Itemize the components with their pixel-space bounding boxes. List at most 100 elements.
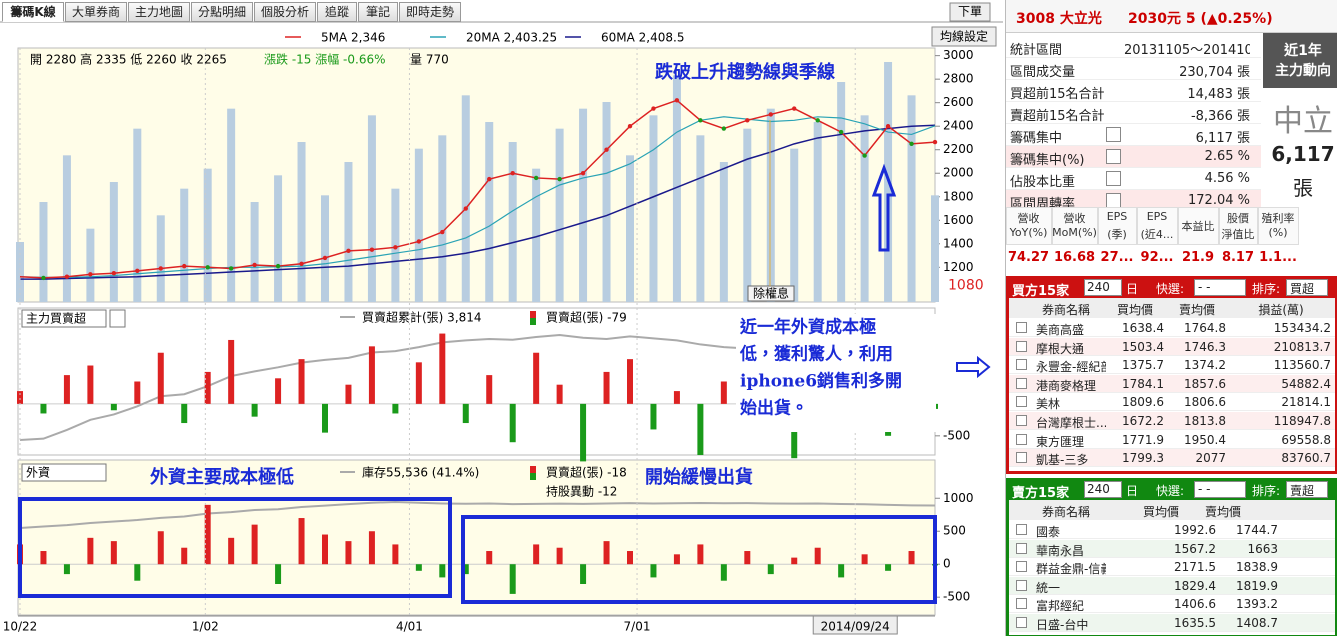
- price-point: [228, 266, 234, 271]
- y-tick-label: 1800: [943, 189, 974, 203]
- row-check[interactable]: [1016, 561, 1027, 573]
- row-check[interactable]: [1016, 340, 1027, 352]
- row-check[interactable]: [1016, 359, 1027, 371]
- net-bar: [533, 544, 540, 565]
- volume-bar: [860, 115, 869, 302]
- price-point: [64, 274, 70, 279]
- y-tick-label: 1200: [943, 260, 974, 274]
- row-check[interactable]: [1016, 598, 1027, 610]
- quick-select[interactable]: - -: [1194, 279, 1246, 296]
- y-tick-label: 2200: [943, 142, 974, 156]
- tab[interactable]: 籌碼K線: [2, 2, 64, 22]
- quick-select[interactable]: - -: [1194, 481, 1246, 498]
- price-point: [698, 118, 703, 123]
- stat-row: [1006, 36, 1261, 58]
- net-bar: [110, 403, 117, 411]
- sort-select[interactable]: 買超: [1286, 279, 1328, 296]
- row-check[interactable]: [1016, 617, 1027, 628]
- cell: 1638.4: [1122, 321, 1164, 335]
- days-select[interactable]: 240: [1084, 481, 1122, 498]
- price-point: [275, 263, 281, 269]
- net-bar: [556, 547, 563, 565]
- row-check[interactable]: [1016, 322, 1027, 333]
- price-point: [182, 263, 187, 269]
- price-point: [651, 106, 656, 111]
- tab[interactable]: 主力地圖: [128, 2, 190, 22]
- tab[interactable]: 筆記: [358, 2, 398, 22]
- volume-bar: [461, 95, 470, 302]
- tab[interactable]: 分點明細: [191, 2, 253, 22]
- sort-label: 排序:: [1252, 282, 1281, 296]
- stat-label: 佔股本比重: [1010, 175, 1076, 190]
- trend-head: [1263, 33, 1337, 88]
- net-bar: [697, 403, 704, 455]
- y-tick-label: 500: [943, 524, 966, 538]
- row-check[interactable]: [1016, 433, 1027, 445]
- quick-label: 快選:: [1156, 484, 1185, 498]
- row-check[interactable]: [1016, 542, 1027, 554]
- cell: 1838.9: [1236, 560, 1278, 575]
- net-bar: [673, 554, 680, 565]
- side-panel: 3008 大立光 2030元 5 (▲0.25%) 統計區間 20131105～201…: [1005, 0, 1337, 636]
- price-point: [322, 255, 328, 261]
- selector[interactable]: [21, 309, 107, 328]
- volume-bar: [438, 135, 447, 302]
- net-bar: [157, 531, 164, 565]
- col-header: 賣均價: [1178, 303, 1215, 317]
- fund-header: 殖利率: [1261, 212, 1295, 225]
- volume-bar: [180, 188, 189, 302]
- row-check[interactable]: [1016, 415, 1027, 426]
- volume-bar: [672, 75, 681, 302]
- ma-settings[interactable]: [931, 26, 997, 47]
- fund-header: (季): [1107, 228, 1127, 241]
- date-box: [812, 615, 898, 635]
- sort-label: 排序:: [1252, 484, 1281, 498]
- net-bar: [345, 384, 352, 404]
- ma-settings-text[interactable]: 均線設定: [940, 29, 988, 44]
- tab[interactable]: 大單券商: [65, 2, 127, 22]
- price-point: [768, 112, 773, 117]
- y-tick-label: 2800: [943, 72, 974, 86]
- net-bar: [556, 384, 563, 404]
- net-bar: [322, 534, 328, 565]
- stat-value: 20131105～20141024: [1124, 43, 1250, 58]
- ma20-line: [19, 116, 936, 278]
- cell: 美商高盛: [1036, 323, 1085, 337]
- volume-bar: [109, 182, 118, 302]
- selector-text[interactable]: 主力買賣超: [26, 311, 86, 326]
- order-button[interactable]: [949, 2, 991, 22]
- cell: 1375.7: [1122, 358, 1164, 373]
- days-select[interactable]: 240: [1084, 279, 1122, 296]
- cell: 1408.7: [1236, 616, 1278, 630]
- y-tick-label: 0: [943, 557, 951, 571]
- row-check[interactable]: [1016, 579, 1027, 591]
- col-header-row: [1009, 500, 1335, 520]
- tab[interactable]: 個股分析: [254, 2, 316, 22]
- cell: 1813.8: [1184, 414, 1226, 428]
- row-check[interactable]: [1016, 396, 1027, 408]
- price-point: [346, 248, 351, 254]
- row-check[interactable]: [1016, 452, 1027, 464]
- net-bar: [486, 551, 493, 565]
- volume-bar: [321, 195, 329, 302]
- price-point: [252, 262, 257, 268]
- cell: 1567.2: [1174, 541, 1216, 556]
- price-point: [205, 265, 210, 270]
- x-tick-label: 7/01: [624, 620, 651, 634]
- tab[interactable]: 即時走勢: [399, 2, 461, 22]
- stat-label: 統計區間: [1010, 43, 1063, 58]
- row-check[interactable]: [1016, 377, 1027, 389]
- selector[interactable]: [21, 463, 107, 482]
- price-point: [815, 118, 820, 123]
- cell: 日盛-台中: [1036, 618, 1089, 632]
- tab[interactable]: 追蹤: [317, 2, 357, 22]
- order-text[interactable]: 下單: [958, 5, 982, 19]
- row-check[interactable]: [1016, 524, 1027, 535]
- net-bar: [908, 551, 915, 565]
- sort-select[interactable]: 賣超: [1286, 481, 1328, 498]
- row-bg: [1009, 539, 1335, 558]
- selector-text[interactable]: 外資: [26, 466, 50, 480]
- volume-bar: [626, 155, 634, 302]
- day-unit: 日: [1126, 282, 1139, 296]
- help-button[interactable]: [109, 309, 126, 328]
